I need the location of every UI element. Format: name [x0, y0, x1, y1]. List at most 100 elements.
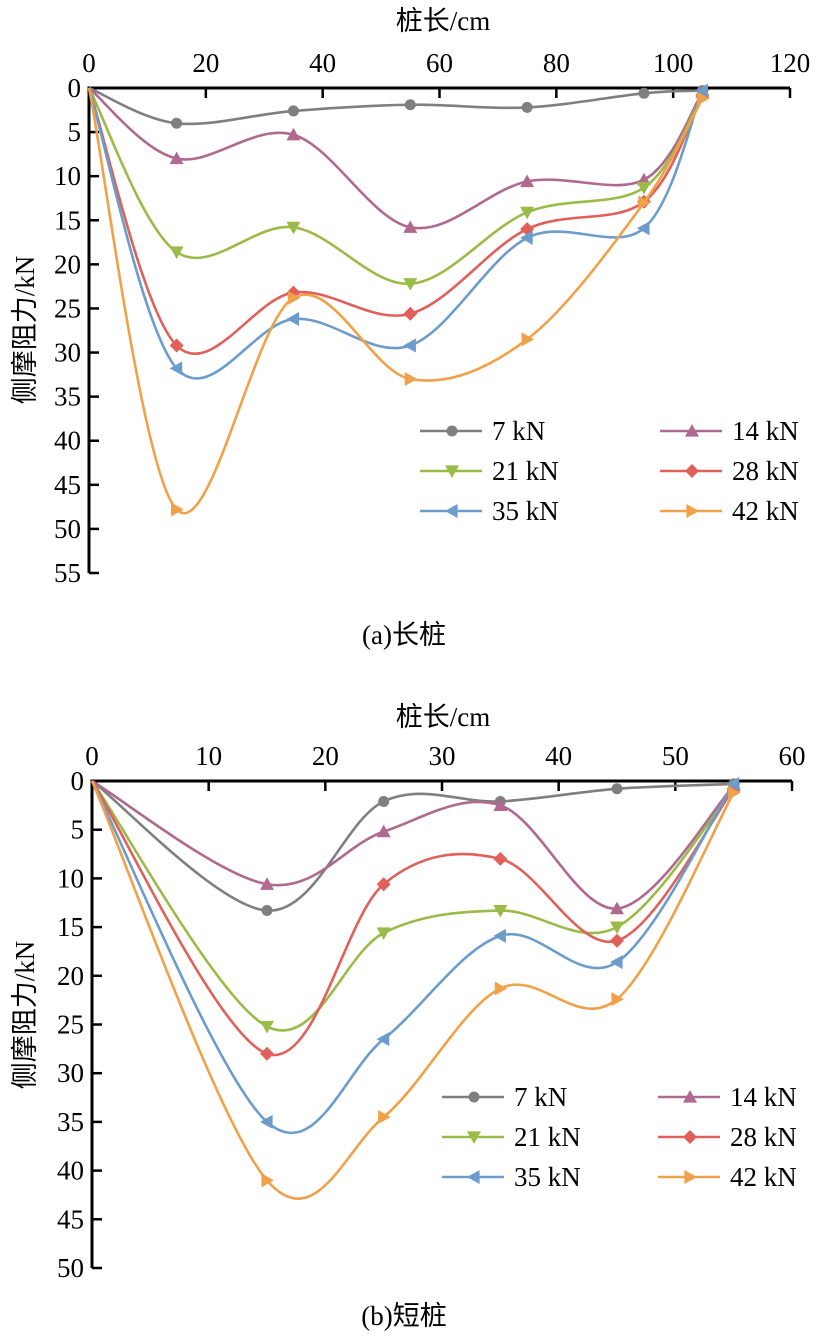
y-tick-label: 35 [54, 382, 81, 412]
legend-label: 14 kN [730, 1082, 797, 1112]
data-point [611, 992, 624, 1007]
x-tick-label: 80 [543, 48, 570, 78]
legend-item: 42 kN [658, 1162, 797, 1192]
y-tick-label: 15 [57, 912, 84, 942]
data-point [378, 1110, 391, 1125]
series-line [91, 779, 735, 910]
data-point [286, 221, 301, 235]
y-tick-label: 20 [54, 249, 81, 279]
data-point [287, 290, 301, 305]
legend-item: 14 kN [660, 416, 799, 446]
series-7kn [88, 85, 708, 129]
y-axis-title: 侧摩阻力/kN [10, 941, 40, 1090]
legend: 7 kN 14 kN 21 kN 28 kN 35 kN 42 kN [442, 1082, 797, 1192]
legend-item: 21 kN [442, 1122, 581, 1152]
data-point [520, 206, 535, 220]
legend-label: 35 kN [492, 496, 559, 526]
data-point [286, 127, 301, 141]
y-tick-label: 30 [57, 1058, 84, 1088]
series-line [90, 780, 735, 1057]
data-point [521, 332, 535, 347]
data-point [493, 904, 508, 918]
legend-item: 14 kN [658, 1082, 797, 1112]
legend-marker [685, 424, 699, 437]
data-point [610, 901, 624, 915]
series-line [90, 780, 735, 1200]
legend-item: 7 kN [442, 1082, 567, 1112]
x-tick-label: 40 [309, 48, 336, 78]
legend-marker [686, 504, 699, 518]
legend-label: 21 kN [514, 1122, 581, 1152]
data-point [169, 338, 184, 353]
y-tick-label: 15 [54, 205, 81, 235]
x-tick-label: 120 [770, 48, 811, 78]
legend-label: 7 kN [514, 1082, 567, 1112]
data-point [695, 83, 708, 98]
data-point [261, 1173, 274, 1188]
data-point [493, 798, 508, 811]
data-point [260, 877, 274, 890]
x-tick-label: 60 [779, 741, 806, 771]
data-point [403, 220, 418, 233]
figure-caption: (b)短桩 [361, 1301, 446, 1331]
series-group [87, 83, 710, 517]
data-point [638, 195, 651, 210]
y-tick-label: 10 [54, 161, 81, 191]
y-tick-label: 5 [71, 815, 85, 845]
data-point [728, 785, 741, 800]
x-tick-label: 100 [653, 48, 694, 78]
y-tick-label: 40 [57, 1156, 84, 1186]
y-tick-label: 40 [54, 426, 81, 456]
series-group [90, 776, 741, 1200]
y-tick-label: 20 [57, 961, 84, 991]
data-point [696, 91, 710, 106]
x-tick-label: 20 [312, 741, 339, 771]
y-tick-label: 5 [68, 117, 82, 147]
legend-marker [467, 1131, 481, 1144]
data-point [494, 981, 508, 996]
series-line [88, 86, 703, 126]
legend-label: 35 kN [514, 1162, 581, 1192]
chart-short-pile: 桩长/cm 侧摩阻力/kN 0 10 20 30 40 50 60 0 5 10 15 20 25 30 3… [10, 702, 806, 1331]
series-28kn [87, 87, 710, 355]
x-tick-label: 30 [429, 741, 456, 771]
y-axis-title: 侧摩阻力/kN [10, 256, 40, 405]
series-21kn [87, 87, 710, 291]
series-14kn [88, 85, 710, 233]
data-point [404, 372, 418, 386]
y-tick-label: 0 [68, 73, 82, 103]
data-point [171, 502, 184, 517]
series-14kn [91, 778, 741, 915]
y-tick-label: 45 [54, 470, 81, 500]
x-axis-title: 桩长/cm [396, 6, 491, 36]
x-axis-title: 桩长/cm [396, 702, 491, 732]
data-point [403, 306, 418, 321]
legend-marker [684, 1170, 697, 1184]
series-line [87, 87, 704, 515]
legend-item: 21 kN [420, 456, 559, 486]
legend-marker [468, 1091, 480, 1103]
data-point [378, 795, 390, 807]
data-point [636, 221, 650, 236]
data-point [638, 87, 650, 99]
y-tick-label: 50 [57, 1253, 84, 1283]
data-point [376, 877, 391, 892]
chart-long-pile: 桩长/cm 侧摩阻力/kN 0 20 40 60 80 100 120 0 5 10 15 20 25 3… [10, 6, 810, 650]
series-line [87, 87, 704, 380]
data-point [260, 1114, 273, 1129]
data-point [376, 1032, 390, 1047]
data-point [493, 928, 506, 943]
data-point [521, 101, 533, 113]
data-point [169, 246, 184, 260]
legend-item: 42 kN [660, 496, 799, 526]
y-tick-label: 55 [54, 558, 81, 588]
series-line [90, 780, 735, 1032]
data-point [169, 151, 184, 165]
data-point [260, 1046, 274, 1061]
x-tick-label: 60 [426, 48, 453, 78]
series-42kn [90, 780, 741, 1200]
x-tick-label: 40 [545, 741, 572, 771]
legend-marker [683, 1090, 697, 1103]
data-point [726, 776, 740, 791]
data-point [610, 933, 624, 948]
